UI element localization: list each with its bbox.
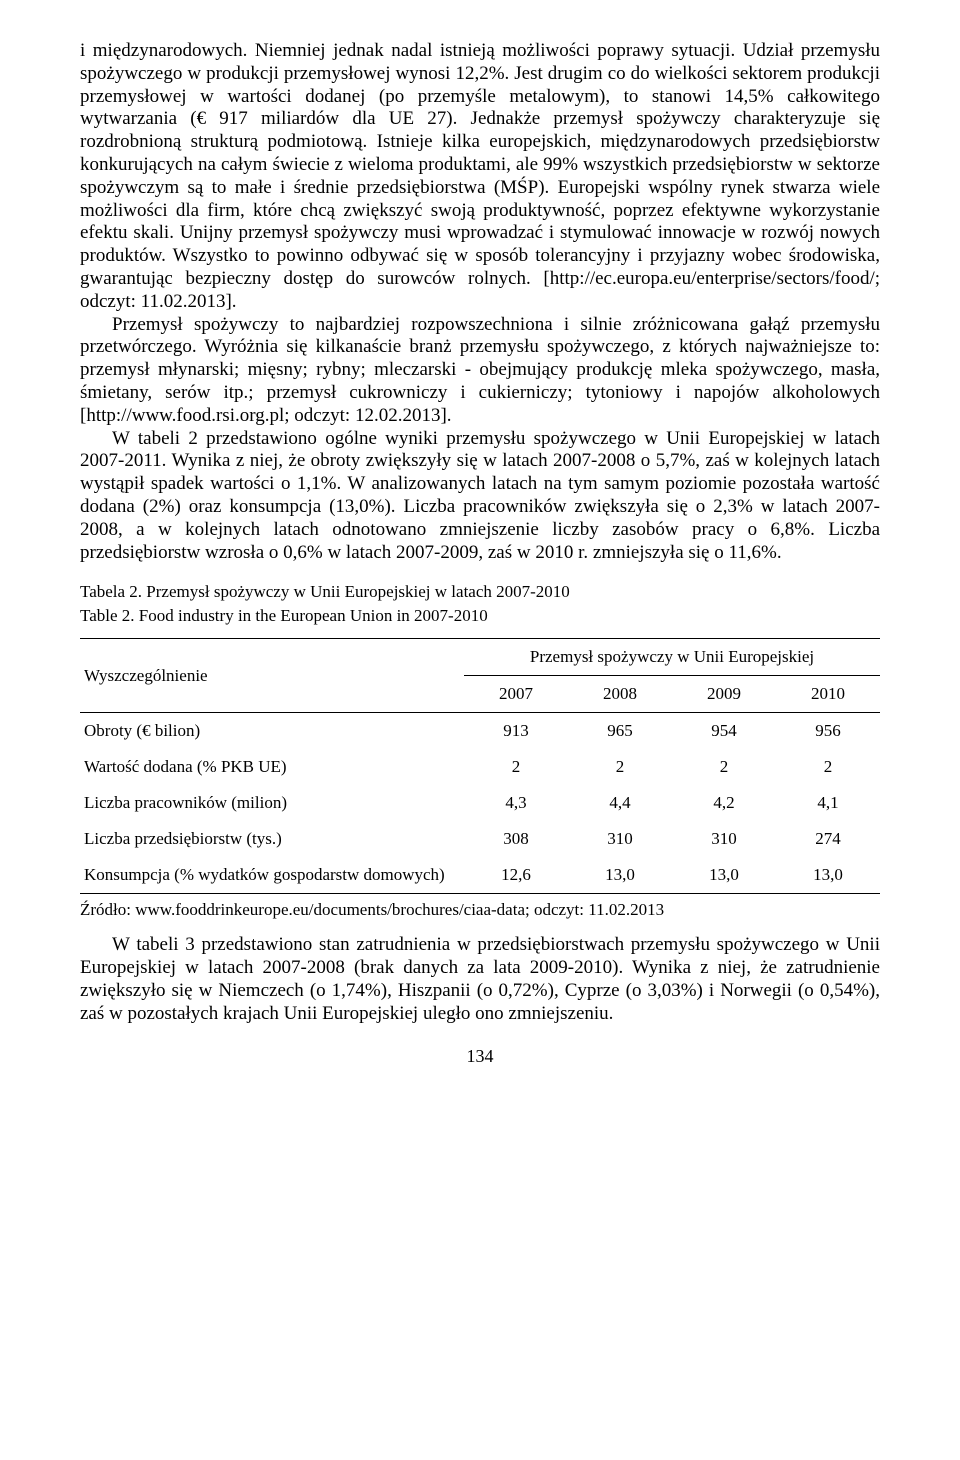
col-header-label: Wyszczególnienie bbox=[80, 639, 464, 713]
row-val: 2 bbox=[464, 749, 568, 785]
col-header-2010: 2010 bbox=[776, 676, 880, 713]
row-val: 913 bbox=[464, 713, 568, 750]
row-val: 13,0 bbox=[568, 857, 672, 894]
col-header-2009: 2009 bbox=[672, 676, 776, 713]
paragraph-4: W tabeli 3 przedstawiono stan zatrudnien… bbox=[80, 934, 880, 1025]
table-row: Obroty (€ bilion) 913 965 954 956 bbox=[80, 713, 880, 750]
table-row: Liczba przedsiębiorstw (tys.) 308 310 31… bbox=[80, 821, 880, 857]
paragraph-1: i międzynarodowych. Niemniej jednak nada… bbox=[80, 40, 880, 314]
paragraph-3: W tabeli 2 przedstawiono ogólne wyniki p… bbox=[80, 428, 880, 565]
page-body: i międzynarodowych. Niemniej jednak nada… bbox=[0, 0, 960, 1107]
table2-caption-pl: Tabela 2. Przemysł spożywczy w Unii Euro… bbox=[80, 582, 880, 602]
row-val: 13,0 bbox=[776, 857, 880, 894]
row-val: 2 bbox=[672, 749, 776, 785]
row-val: 4,1 bbox=[776, 785, 880, 821]
table-source: Źródło: www.fooddrinkeurope.eu/documents… bbox=[80, 900, 880, 920]
table-header-row-1: Wyszczególnienie Przemysł spożywczy w Un… bbox=[80, 639, 880, 676]
row-val: 310 bbox=[568, 821, 672, 857]
row-val: 13,0 bbox=[672, 857, 776, 894]
row-val: 2 bbox=[568, 749, 672, 785]
col-header-span: Przemysł spożywczy w Unii Europejskiej bbox=[464, 639, 880, 676]
row-val: 274 bbox=[776, 821, 880, 857]
page-number: 134 bbox=[80, 1046, 880, 1067]
row-val: 2 bbox=[776, 749, 880, 785]
row-val: 954 bbox=[672, 713, 776, 750]
col-header-2007: 2007 bbox=[464, 676, 568, 713]
table-2: Wyszczególnienie Przemysł spożywczy w Un… bbox=[80, 638, 880, 894]
row-label: Wartość dodana (% PKB UE) bbox=[80, 749, 464, 785]
row-val: 4,2 bbox=[672, 785, 776, 821]
row-label: Liczba pracowników (milion) bbox=[80, 785, 464, 821]
row-label: Liczba przedsiębiorstw (tys.) bbox=[80, 821, 464, 857]
row-val: 308 bbox=[464, 821, 568, 857]
row-val: 4,3 bbox=[464, 785, 568, 821]
table2-caption-en: Table 2. Food industry in the European U… bbox=[80, 606, 880, 626]
row-label: Obroty (€ bilion) bbox=[80, 713, 464, 750]
table-row: Liczba pracowników (milion) 4,3 4,4 4,2 … bbox=[80, 785, 880, 821]
table-row: Konsumpcja (% wydatków gospodarstw domow… bbox=[80, 857, 880, 894]
table-row: Wartość dodana (% PKB UE) 2 2 2 2 bbox=[80, 749, 880, 785]
row-val: 965 bbox=[568, 713, 672, 750]
row-val: 956 bbox=[776, 713, 880, 750]
row-label: Konsumpcja (% wydatków gospodarstw domow… bbox=[80, 857, 464, 894]
col-header-2008: 2008 bbox=[568, 676, 672, 713]
row-val: 12,6 bbox=[464, 857, 568, 894]
row-val: 310 bbox=[672, 821, 776, 857]
row-val: 4,4 bbox=[568, 785, 672, 821]
paragraph-2: Przemysł spożywczy to najbardziej rozpow… bbox=[80, 314, 880, 428]
